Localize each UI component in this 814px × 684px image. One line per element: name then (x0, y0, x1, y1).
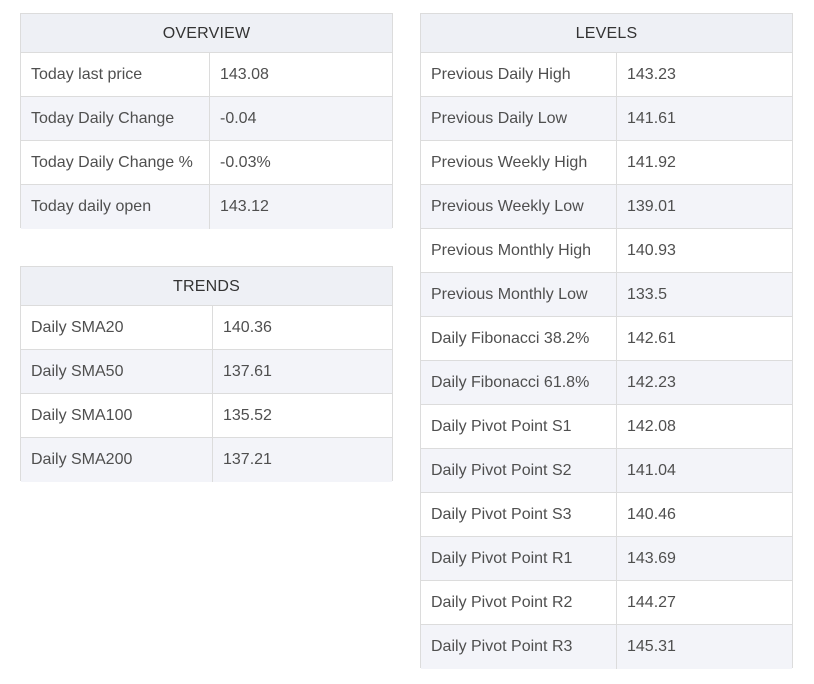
row-label: Today Daily Change (21, 97, 210, 140)
table-row: Daily SMA200 137.21 (21, 438, 392, 482)
table-row: Daily Pivot Point R3 145.31 (421, 625, 792, 669)
row-label: Daily SMA100 (21, 394, 213, 437)
row-label: Today Daily Change % (21, 141, 210, 184)
row-label: Daily Pivot Point R1 (421, 537, 617, 580)
row-value: 133.5 (627, 285, 668, 303)
row-label: Daily Fibonacci 61.8% (421, 361, 617, 404)
row-value: 142.08 (627, 417, 676, 435)
row-label: Previous Monthly High (421, 229, 617, 272)
row-label: Daily SMA50 (21, 350, 213, 393)
table-row: Daily SMA20 140.36 (21, 306, 392, 350)
row-label: Previous Weekly High (421, 141, 617, 184)
row-value: 137.21 (223, 451, 272, 468)
overview-header: OVERVIEW (21, 14, 392, 53)
row-label: Daily Pivot Point R2 (421, 581, 617, 624)
table-row: Daily Pivot Point R1 143.69 (421, 537, 792, 581)
table-row: Today Daily Change % -0.03% (21, 141, 392, 185)
table-row: Previous Monthly High 140.93 (421, 229, 792, 273)
row-value: 142.61 (627, 329, 676, 347)
row-label: Daily Pivot Point S2 (421, 449, 617, 492)
table-row: Daily Pivot Point S1 142.08 (421, 405, 792, 449)
row-value: 143.69 (627, 549, 676, 567)
row-value: 145.31 (627, 638, 676, 655)
row-label: Daily Pivot Point S1 (421, 405, 617, 448)
levels-header: LEVELS (421, 14, 792, 53)
table-row: Today Daily Change -0.04 (21, 97, 392, 141)
table-row: Daily Fibonacci 61.8% 142.23 (421, 361, 792, 405)
table-row: Daily Pivot Point R2 144.27 (421, 581, 792, 625)
row-label: Daily SMA200 (21, 438, 213, 482)
table-row: Daily Fibonacci 38.2% 142.61 (421, 317, 792, 361)
table-row: Daily Pivot Point S2 141.04 (421, 449, 792, 493)
row-value: 141.04 (627, 461, 676, 479)
trends-table: TRENDS Daily SMA20 140.36 Daily SMA50 13… (20, 266, 393, 482)
row-value: 142.23 (627, 373, 676, 391)
levels-table: LEVELS Previous Daily High 143.23 Previo… (420, 13, 793, 669)
row-label: Previous Weekly Low (421, 185, 617, 228)
row-label: Today last price (21, 53, 210, 96)
row-value: 140.93 (627, 241, 676, 259)
table-row: Previous Daily High 143.23 (421, 53, 792, 97)
table-row: Today daily open 143.12 (21, 185, 392, 229)
row-value: 140.46 (627, 505, 676, 523)
table-row: Daily SMA100 135.52 (21, 394, 392, 438)
row-value: 139.01 (627, 197, 676, 215)
row-label: Daily Pivot Point R3 (421, 625, 617, 669)
row-value: 143.23 (627, 65, 676, 83)
row-value: -0.04 (220, 109, 257, 127)
row-value: 137.61 (223, 362, 272, 380)
row-value: 140.36 (223, 318, 272, 336)
table-row: Previous Weekly Low 139.01 (421, 185, 792, 229)
row-value: -0.03% (220, 153, 271, 171)
row-label: Previous Daily High (421, 53, 617, 96)
row-label: Previous Daily Low (421, 97, 617, 140)
row-label: Previous Monthly Low (421, 273, 617, 316)
table-row: Previous Weekly High 141.92 (421, 141, 792, 185)
row-value: 143.12 (220, 198, 269, 215)
trends-header: TRENDS (21, 267, 392, 306)
row-value: 143.08 (220, 65, 269, 83)
table-row: Previous Monthly Low 133.5 (421, 273, 792, 317)
row-label: Daily Pivot Point S3 (421, 493, 617, 536)
row-label: Daily Fibonacci 38.2% (421, 317, 617, 360)
row-value: 141.92 (627, 153, 676, 171)
row-value: 141.61 (627, 109, 676, 127)
row-value: 135.52 (223, 406, 272, 424)
table-row: Daily SMA50 137.61 (21, 350, 392, 394)
table-row: Today last price 143.08 (21, 53, 392, 97)
row-label: Today daily open (21, 185, 210, 229)
row-label: Daily SMA20 (21, 306, 213, 349)
table-row: Previous Daily Low 141.61 (421, 97, 792, 141)
overview-table: OVERVIEW Today last price 143.08 Today D… (20, 13, 393, 229)
table-row: Daily Pivot Point S3 140.46 (421, 493, 792, 537)
row-value: 144.27 (627, 593, 676, 611)
